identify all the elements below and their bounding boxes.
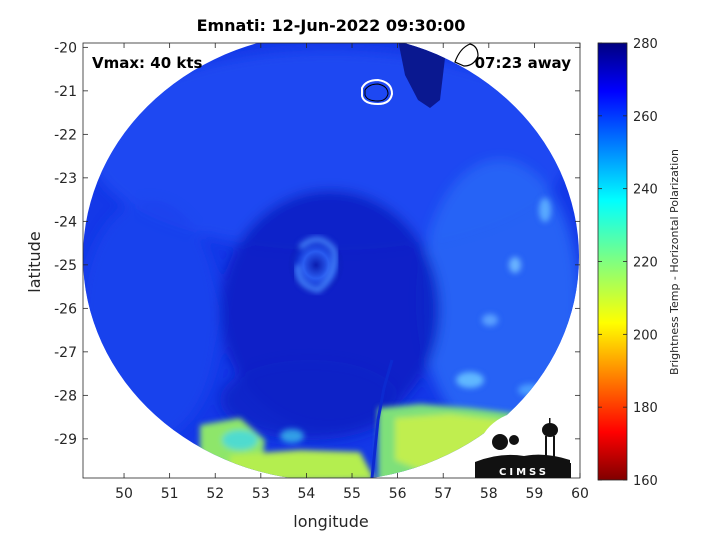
y-tick-label: -22 [54,127,77,143]
y-tick-label: -26 [54,301,77,317]
x-tick-label: 57 [434,486,452,502]
y-tick-label: -28 [54,388,77,404]
eye-wall [294,236,338,294]
y-tick-label: -20 [54,40,77,56]
y-tick-label: -27 [54,345,77,361]
colorbar: 160 180 200 220 240 260 280 Brightness Temp - … [597,37,681,489]
colorbar-tick-label: 220 [633,256,658,271]
logo-tower-mast [549,418,551,424]
convective-cell [539,198,551,222]
x-tick-label: 52 [206,486,224,502]
y-tick-label: -25 [54,258,77,274]
colorbar-tick-label: 240 [633,183,658,198]
x-tick-label: 51 [161,486,179,502]
chart-title: Emnati: 12-Jun-2022 09:30:00 [197,16,466,35]
y-axis-label: latitude [25,231,44,292]
x-tick-label: 59 [525,486,543,502]
colorbar-tick-label: 280 [633,37,658,52]
cimss-logo: CIMSS [475,412,572,478]
x-tick-label: 50 [115,486,133,502]
colorbar-ticks: 160 180 200 220 240 260 280 [598,37,658,489]
y-tick-label: -23 [54,171,77,187]
x-tick-label: 53 [252,486,270,502]
axes: 50 51 52 53 54 55 56 57 58 59 60 -20 -21 -22 -23 -24 -25… [54,40,589,502]
black-contour [454,43,479,67]
logo-tower-leg [553,436,555,458]
logo-text: CIMSS [499,467,549,478]
x-tick-label: 55 [343,486,361,502]
x-tick-label: 60 [571,486,589,502]
colorbar-tick-label: 260 [633,110,658,125]
convective-cell [482,314,498,326]
logo-dish [492,434,508,450]
convective-cell [509,257,521,273]
logo-tower-tank [542,423,558,437]
colorbar-tick-label: 200 [633,328,658,343]
south-cyan-patch [280,429,304,443]
south-dark-region [220,360,400,440]
time-away-annotation: 07:23 away [475,54,572,72]
south-cyan-patch [222,430,258,450]
logo-dish [509,435,519,445]
x-tick-label: 54 [298,486,316,502]
logo-text-band [475,463,571,478]
logo-tower-leg [545,436,547,458]
swath-heatmap [83,43,579,478]
y-tick-label: -24 [54,214,77,230]
white-contour-inner [364,83,389,102]
colorbar-tick-label: 180 [633,401,658,416]
colorbar-gradient [597,42,628,481]
east-lighter-band [420,160,579,440]
contour-lines [361,43,479,106]
colorbar-tick-label: 160 [633,474,658,489]
x-axis-label: longitude [293,512,368,531]
convective-cell [456,372,484,388]
x-tick-label: 58 [480,486,498,502]
y-tick-label: -29 [54,432,77,448]
north-east-dark-strip [398,43,445,108]
plot-frame [82,42,581,479]
x-tick-label: 56 [389,486,407,502]
white-contour [361,78,394,106]
swath-edge-line [370,359,394,478]
vmax-annotation: Vmax: 40 kts [92,54,202,72]
colorbar-label: Brightness Temp - Horizontal Polarizatio… [668,149,681,375]
y-tick-label: -21 [54,84,77,100]
